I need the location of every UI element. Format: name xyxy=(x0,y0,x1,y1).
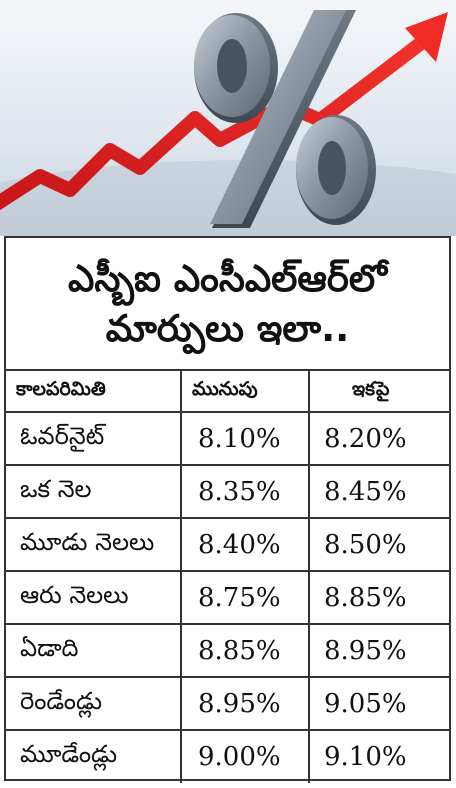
table-row: ఓవర్‌నైట్ 8.10% 8.20% xyxy=(6,411,449,466)
table-row: రెండేండ్లు 8.95% 9.05% xyxy=(6,676,449,731)
table-row: ఆరు నెలలు 8.75% 8.85% xyxy=(6,570,449,625)
before-rate-cell: 8.95% xyxy=(180,676,310,731)
after-rate-cell: 8.20% xyxy=(308,411,449,466)
before-rate-cell: 8.40% xyxy=(180,517,310,572)
after-rate-cell: 9.10% xyxy=(308,729,449,783)
tenure-cell: మూడేండ్లు xyxy=(6,729,182,783)
table-row: మూడు నెలలు 8.40% 8.50% xyxy=(6,517,449,572)
before-rate-cell: 8.75% xyxy=(180,570,310,625)
before-rate-cell: 9.00% xyxy=(180,729,310,783)
table-row: ఒక నెల 8.35% 8.45% xyxy=(6,464,449,519)
header-tenure: కాలపరిమితి xyxy=(6,369,182,413)
percent-symbol-icon xyxy=(194,10,376,228)
header-before: మునుపు xyxy=(180,369,310,413)
table-row: ఏడాది 8.85% 8.95% xyxy=(6,623,449,678)
tenure-cell: ఏడాది xyxy=(6,623,182,678)
headline: ఎస్బీఐ ఎంసీఎల్ఆర్‌లో మార్పులు ఇలా.. xyxy=(6,238,449,369)
after-rate-cell: 8.85% xyxy=(308,570,449,625)
after-rate-cell: 8.95% xyxy=(308,623,449,678)
banner-image xyxy=(0,0,456,236)
headline-line-2: మార్పులు ఇలా.. xyxy=(105,306,350,350)
header-after: ఇకపై xyxy=(308,369,449,413)
after-rate-cell: 9.05% xyxy=(308,676,449,731)
rates-card: ఎస్బీఐ ఎంసీఎల్ఆర్‌లో మార్పులు ఇలా.. కాలప… xyxy=(4,236,451,783)
after-rate-cell: 8.50% xyxy=(308,517,449,572)
tenure-cell: ఒక నెల xyxy=(6,464,182,519)
tenure-cell: ఓవర్‌నైట్ xyxy=(6,411,182,466)
rising-percent-illustration xyxy=(0,10,456,236)
tenure-cell: రెండేండ్లు xyxy=(6,676,182,731)
table-row: మూడేండ్లు 9.00% 9.10% xyxy=(6,729,449,783)
tenure-cell: మూడు నెలలు xyxy=(6,517,182,572)
tenure-cell: ఆరు నెలలు xyxy=(6,570,182,625)
after-rate-cell: 8.45% xyxy=(308,464,449,519)
before-rate-cell: 8.10% xyxy=(180,411,310,466)
headline-line-1: ఎస్బీఐ ఎంసీఎల్ఆర్‌లో xyxy=(68,256,387,300)
before-rate-cell: 8.35% xyxy=(180,464,310,519)
table-header-row: కాలపరిమితి మునుపు ఇకపై xyxy=(6,369,449,413)
before-rate-cell: 8.85% xyxy=(180,623,310,678)
mclr-rates-table: కాలపరిమితి మునుపు ఇకపై ఓవర్‌నైట్ 8.10% 8… xyxy=(6,369,449,783)
